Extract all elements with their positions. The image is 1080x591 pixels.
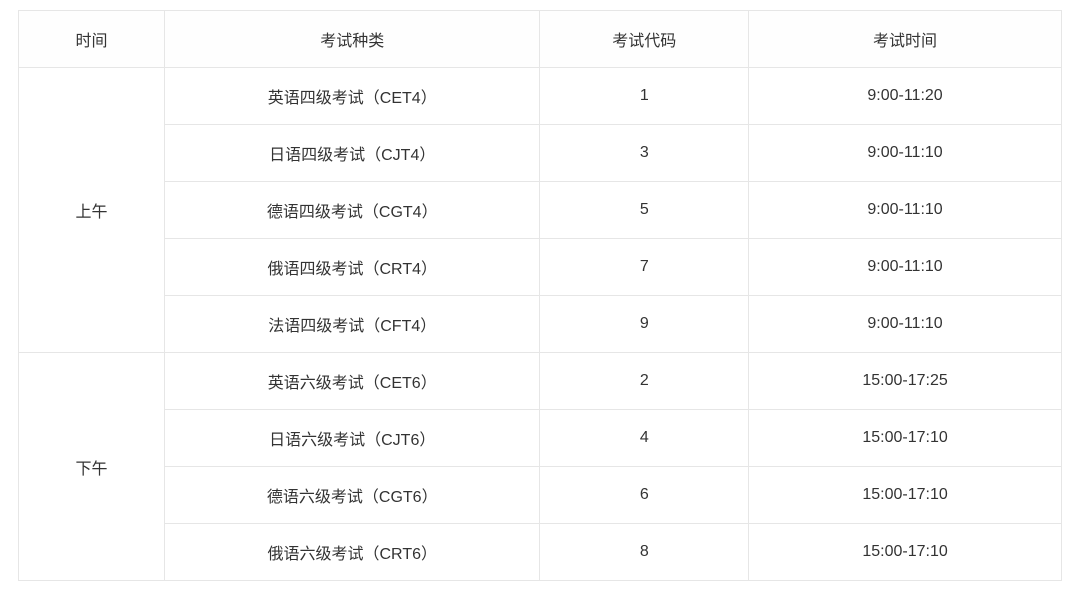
table-header-row: 时间 考试种类 考试代码 考试时间 <box>19 11 1062 68</box>
exam-time: 15:00-17:25 <box>749 353 1062 410</box>
exam-type: 英语四级考试（CET4） <box>165 68 540 125</box>
exam-type: 日语六级考试（CJT6） <box>165 410 540 467</box>
exam-type: 日语四级考试（CJT4） <box>165 125 540 182</box>
exam-code: 3 <box>540 125 749 182</box>
table-row: 法语四级考试（CFT4） 9 9:00-11:10 <box>19 296 1062 353</box>
table-row: 俄语六级考试（CRT6） 8 15:00-17:10 <box>19 524 1062 581</box>
exam-type: 法语四级考试（CFT4） <box>165 296 540 353</box>
exam-code: 2 <box>540 353 749 410</box>
header-exam-time: 考试时间 <box>749 11 1062 68</box>
table-row: 日语四级考试（CJT4） 3 9:00-11:10 <box>19 125 1062 182</box>
session-label: 下午 <box>19 353 165 581</box>
exam-type: 德语四级考试（CGT4） <box>165 182 540 239</box>
exam-code: 4 <box>540 410 749 467</box>
exam-time: 9:00-11:10 <box>749 239 1062 296</box>
exam-time: 15:00-17:10 <box>749 410 1062 467</box>
exam-time: 9:00-11:20 <box>749 68 1062 125</box>
exam-code: 6 <box>540 467 749 524</box>
table-row: 下午 英语六级考试（CET6） 2 15:00-17:25 <box>19 353 1062 410</box>
table-row: 德语四级考试（CGT4） 5 9:00-11:10 <box>19 182 1062 239</box>
header-time: 时间 <box>19 11 165 68</box>
table-row: 俄语四级考试（CRT4） 7 9:00-11:10 <box>19 239 1062 296</box>
exam-time: 15:00-17:10 <box>749 467 1062 524</box>
exam-code: 9 <box>540 296 749 353</box>
exam-code: 5 <box>540 182 749 239</box>
exam-type: 德语六级考试（CGT6） <box>165 467 540 524</box>
exam-code: 7 <box>540 239 749 296</box>
session-label: 上午 <box>19 68 165 353</box>
exam-time: 9:00-11:10 <box>749 182 1062 239</box>
exam-type: 俄语四级考试（CRT4） <box>165 239 540 296</box>
table-row: 德语六级考试（CGT6） 6 15:00-17:10 <box>19 467 1062 524</box>
exam-time: 9:00-11:10 <box>749 125 1062 182</box>
table-body: 上午 英语四级考试（CET4） 1 9:00-11:20 日语四级考试（CJT4… <box>19 68 1062 581</box>
exam-code: 8 <box>540 524 749 581</box>
exam-time: 15:00-17:10 <box>749 524 1062 581</box>
table-row: 上午 英语四级考试（CET4） 1 9:00-11:20 <box>19 68 1062 125</box>
exam-code: 1 <box>540 68 749 125</box>
header-code: 考试代码 <box>540 11 749 68</box>
exam-type: 英语六级考试（CET6） <box>165 353 540 410</box>
header-type: 考试种类 <box>165 11 540 68</box>
exam-schedule-table: 时间 考试种类 考试代码 考试时间 上午 英语四级考试（CET4） 1 9:00… <box>18 10 1062 581</box>
table-row: 日语六级考试（CJT6） 4 15:00-17:10 <box>19 410 1062 467</box>
exam-type: 俄语六级考试（CRT6） <box>165 524 540 581</box>
exam-time: 9:00-11:10 <box>749 296 1062 353</box>
